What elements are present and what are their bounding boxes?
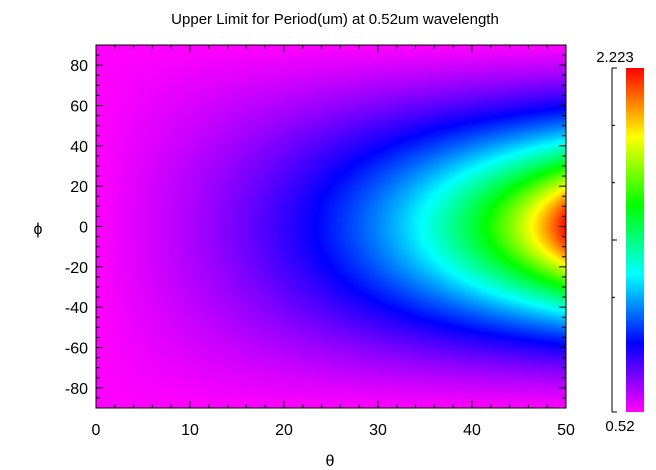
- colorbar-max-label: 2.223: [596, 49, 634, 66]
- y-axis-label: ϕ: [34, 221, 43, 238]
- x-tick-label: 10: [181, 422, 199, 439]
- x-tick-label: 40: [463, 422, 481, 439]
- y-tick-label: 60: [70, 99, 88, 116]
- y-tick-label: 0: [79, 220, 88, 237]
- colorbar-gradient: [626, 68, 644, 412]
- y-tick-label: -60: [65, 341, 88, 358]
- y-axis: 80 60 40 20 0 -20 -40 -60 -80: [65, 44, 566, 409]
- chart-title: Upper Limit for Period(um) at 0.52um wav…: [171, 11, 499, 28]
- colorbar: 2.223 0.52: [596, 49, 644, 435]
- x-axis-label: θ: [326, 453, 335, 470]
- x-tick-label: 20: [275, 422, 293, 439]
- x-axis: 0 10 20 30 40 50: [92, 45, 575, 439]
- x-tick-label: 0: [92, 422, 101, 439]
- y-tick-label: -40: [65, 300, 88, 317]
- y-tick-label: -20: [65, 260, 88, 277]
- y-tick-label: 80: [70, 58, 88, 75]
- x-tick-label: 50: [557, 422, 575, 439]
- heatmap-image: [96, 45, 566, 408]
- y-tick-label: 20: [70, 179, 88, 196]
- colorbar-ticks: [611, 67, 617, 413]
- x-tick-label: 30: [369, 422, 387, 439]
- y-tick-label: -80: [65, 381, 88, 398]
- y-tick-label: 40: [70, 139, 88, 156]
- colorbar-min-label: 0.52: [605, 418, 634, 435]
- heatmap-plot-area: [95, 44, 567, 409]
